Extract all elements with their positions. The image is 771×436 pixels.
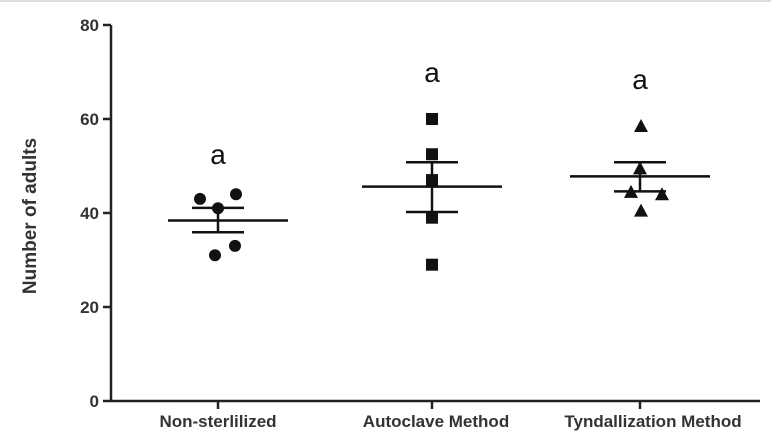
significance-label: a [632,64,648,95]
y-tick-label: 0 [90,392,99,411]
data-point [426,258,438,271]
significance-label: a [210,139,226,170]
group-2: a [570,64,710,217]
significance-label: a [424,57,440,88]
y-tick-label: 80 [80,16,99,35]
axes: 0 20 40 60 80 Non-sterlilized Autoclave Method… [80,16,760,431]
data-point [194,192,206,205]
data-point [624,184,638,198]
data-point [426,174,438,187]
chart-marks: a a a [168,57,710,271]
data-point [426,113,438,125]
x-tick-label: Tyndallization Method [564,412,741,431]
group-1: a [362,57,502,271]
data-point [229,239,241,252]
data-point [426,211,438,224]
data-point [634,203,648,217]
y-tick-label: 20 [80,298,99,317]
x-tick-label: Non-sterlilized [159,412,276,431]
y-tick-label: 40 [80,204,99,223]
data-point [426,148,438,161]
data-point [209,249,221,262]
data-point [212,202,224,215]
data-point [634,119,648,133]
y-axis-label: Number of adults [20,138,41,294]
group-0: a [168,139,288,262]
y-tick-label: 60 [80,110,99,129]
data-point [655,187,669,201]
x-tick-label: Autoclave Method [363,412,509,431]
data-point [633,161,647,175]
data-point [230,188,242,201]
